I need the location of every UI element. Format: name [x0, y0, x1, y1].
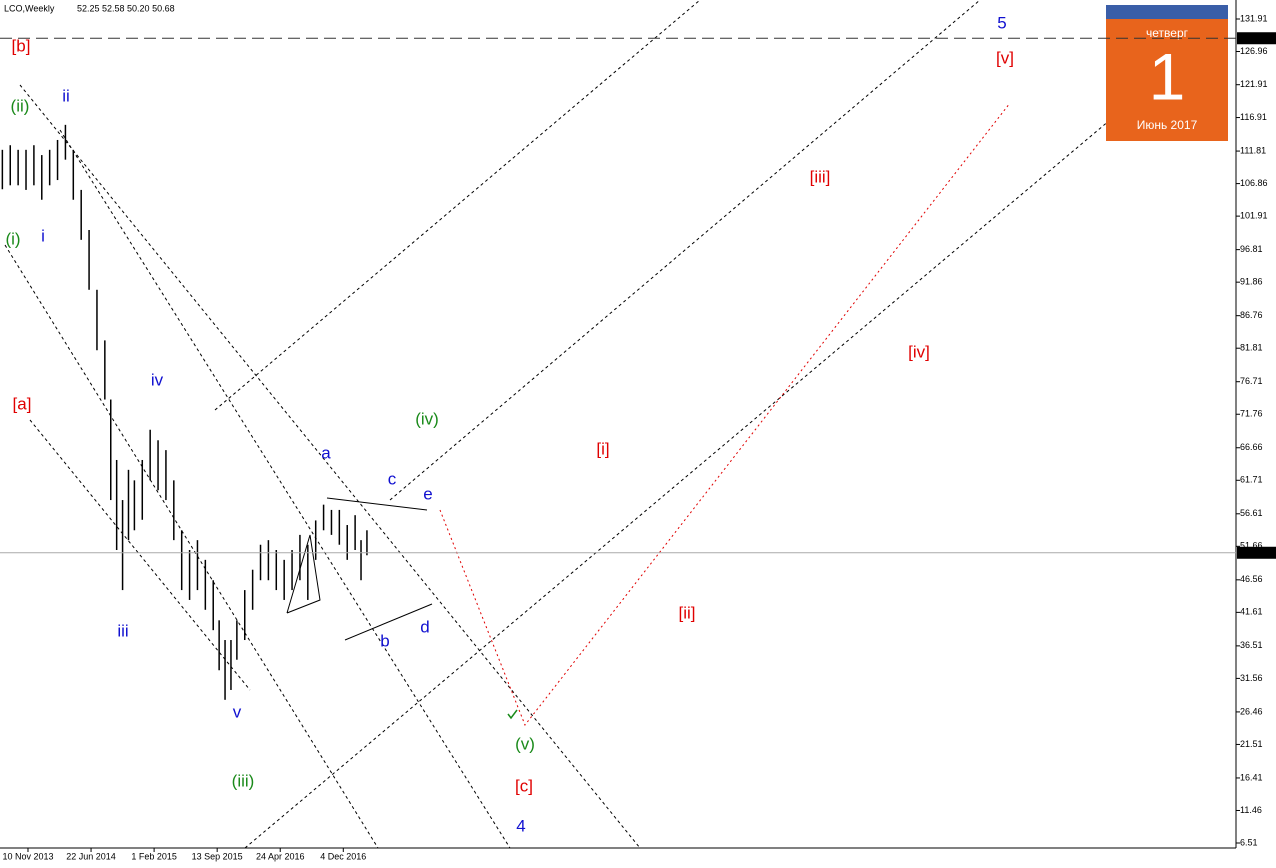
y-tick-label: 91.86	[1240, 277, 1263, 287]
x-tick-label: 22 Jun 2014	[66, 851, 116, 861]
wave-label: [a]	[13, 394, 32, 413]
y-tick-label: 131.91	[1240, 13, 1268, 23]
current-price-label: 50.68	[1239, 547, 1262, 557]
y-tick-label: 66.66	[1240, 442, 1263, 452]
x-tick-label: 24 Apr 2016	[256, 851, 305, 861]
channels	[0, 0, 1237, 849]
y-tick-label: 31.56	[1240, 673, 1263, 683]
y-tick-label: 86.76	[1240, 310, 1263, 320]
y-tick-label: 76.71	[1240, 376, 1263, 386]
wave-label: iv	[151, 370, 164, 389]
calendar-day: 1	[1149, 39, 1186, 113]
y-tick-label: 46.56	[1240, 574, 1263, 584]
wave-label: (iv)	[415, 409, 439, 428]
wave-label: ii	[62, 86, 70, 105]
y-tick-label: 106.86	[1240, 178, 1268, 188]
wave-label: 4	[516, 816, 525, 835]
calendar-weekday: четверг	[1146, 26, 1189, 40]
wave-labels: [b] (ii) ii (i) i [a] iv iii v (iii) a c…	[5, 13, 1014, 835]
y-tick-label: 81.81	[1240, 343, 1263, 353]
wave-label: (v)	[515, 734, 535, 753]
wave-label: [b]	[12, 36, 31, 55]
y-tick-label: 11.46	[1240, 805, 1262, 815]
y-tick-label: 51.66	[1240, 541, 1263, 551]
calendar-rings	[1106, 5, 1228, 19]
wave-label: (ii)	[11, 96, 30, 115]
wave-label: [iii]	[810, 167, 831, 186]
wave-label: b	[380, 631, 389, 650]
wave-label: d	[420, 617, 429, 636]
wave-label: 5	[997, 13, 1006, 32]
y-tick-label: 56.61	[1240, 508, 1263, 518]
symbol: LCO,Weekly	[4, 3, 55, 13]
y-tick-label: 26.46	[1240, 706, 1263, 716]
wave-label: [ii]	[679, 603, 696, 622]
calendar-bg	[1106, 5, 1228, 141]
y-tick-label: 61.71	[1240, 475, 1263, 485]
y-tick-label: 96.81	[1240, 244, 1263, 254]
marked-level-label: 128.98	[1239, 33, 1267, 43]
y-tick-label: 41.61	[1240, 607, 1263, 617]
wave-label: [v]	[996, 48, 1014, 67]
calendar-month: Июнь 2017	[1137, 118, 1198, 132]
y-tick-label: 71.76	[1240, 409, 1263, 419]
quote: 52.25 52.58 50.20 50.68	[77, 3, 175, 13]
y-tick-label: 36.51	[1240, 640, 1263, 650]
wave-label: i	[41, 226, 45, 245]
wave-label: [c]	[515, 776, 533, 795]
y-tick-label: 116.91	[1240, 112, 1267, 122]
wave-label: v	[233, 702, 242, 721]
x-tick-label: 13 Sep 2015	[192, 851, 243, 861]
x-tick-label: 10 Nov 2013	[2, 851, 53, 861]
y-tick-label: 101.91	[1240, 210, 1268, 220]
wave-label: a	[321, 443, 331, 462]
price-bars	[1, 124, 368, 700]
y-tick-label: 16.41	[1240, 772, 1263, 782]
wave-label: e	[423, 484, 432, 503]
y-tick-label: 6.51	[1240, 837, 1258, 847]
x-tick-label: 1 Feb 2015	[131, 851, 177, 861]
wave-label: (iii)	[232, 771, 255, 790]
y-tick-label: 121.91	[1240, 79, 1268, 89]
wave-label: iii	[117, 621, 128, 640]
wave-label: [i]	[596, 439, 609, 458]
wave-label: c	[388, 469, 397, 488]
y-tick-label: 111.81	[1240, 145, 1266, 155]
x-tick-label: 4 Dec 2016	[320, 851, 366, 861]
y-tick-label: 126.96	[1240, 46, 1268, 56]
wave-label: (i)	[5, 229, 20, 248]
marked-level-tag	[1237, 32, 1276, 45]
wave-label: [iv]	[908, 342, 930, 361]
calendar: четверг 1 Июнь 2017	[1106, 5, 1228, 141]
current-price-tag	[1237, 546, 1276, 559]
y-tick-label: 21.51	[1240, 739, 1263, 749]
